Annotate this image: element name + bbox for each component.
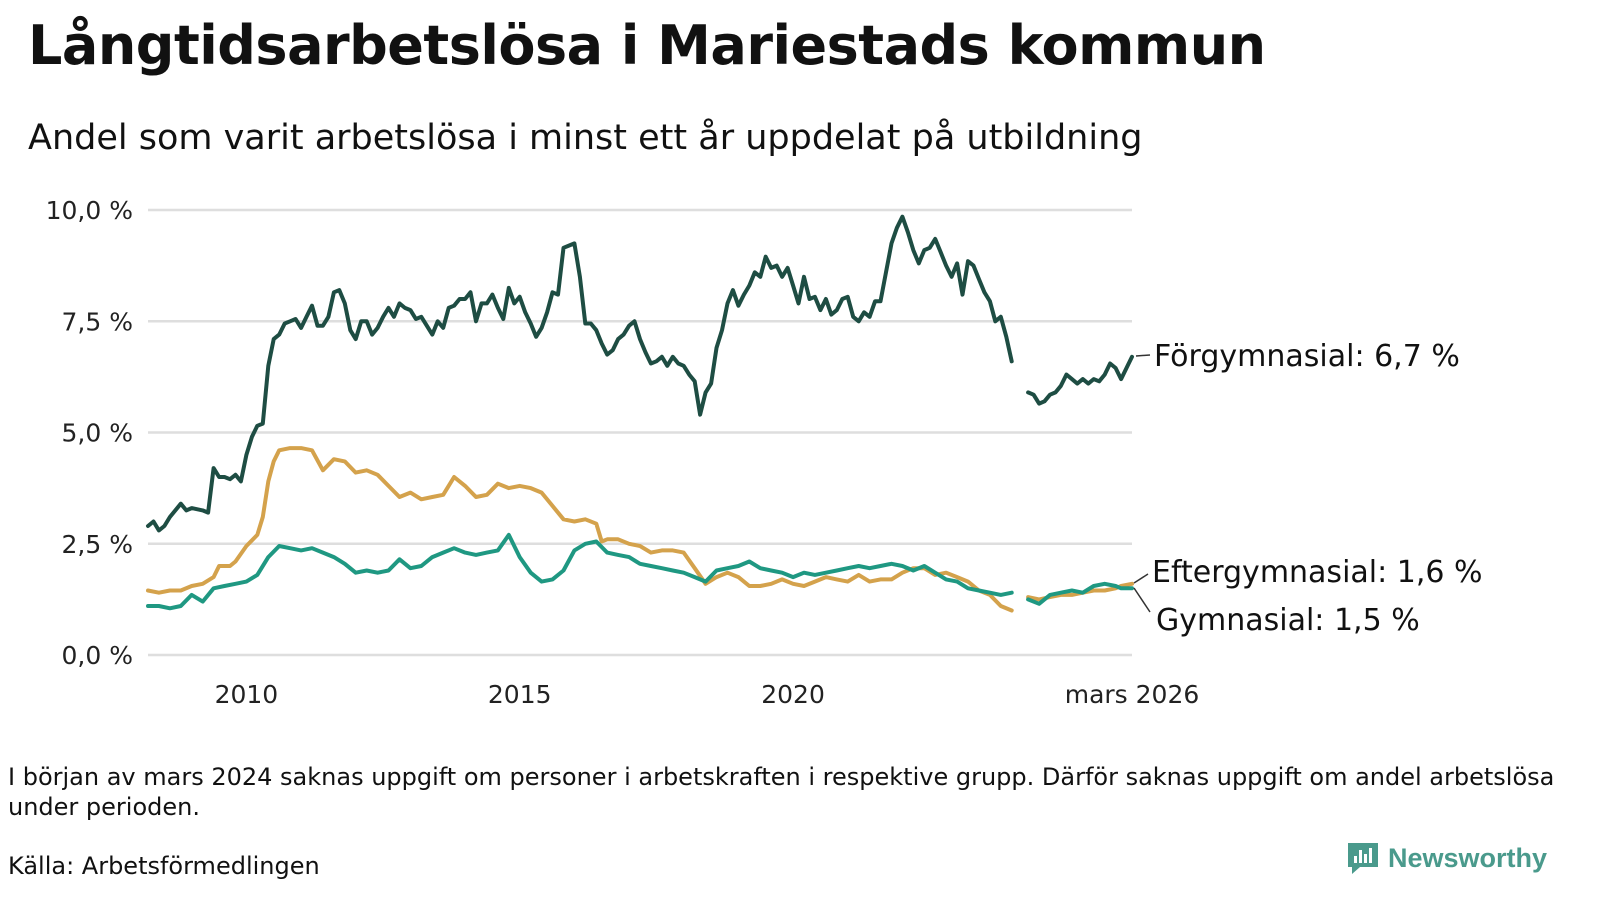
x-axis-ticks: 2010 2015 2020 mars 2026: [215, 680, 1200, 709]
series-end-labels: Förgymnasial: 6,7 % Eftergymnasial: 1,6 %…: [1133, 339, 1483, 638]
y-tick-label: 0,0 %: [62, 641, 133, 670]
x-tick-label: 2010: [215, 680, 279, 709]
series-label-förgymnasial: Förgymnasial: 6,7 %: [1154, 339, 1460, 374]
series-lines: [146, 214, 1134, 613]
series-line-eftergymnasial-0: [146, 446, 1014, 613]
brand-logo: Newsworthy: [1346, 840, 1547, 876]
y-tick-label: 2,5 %: [62, 530, 133, 559]
y-tick-label: 5,0 %: [62, 419, 133, 448]
series-line-gymnasial-1: [1026, 581, 1134, 606]
y-tick-label: 10,0 %: [46, 196, 133, 225]
source-text: Källa: Arbetsförmedlingen: [8, 852, 320, 880]
y-tick-label: 7,5 %: [62, 307, 133, 336]
x-tick-label: 2020: [761, 680, 825, 709]
series-line-förgymnasial-0: [146, 214, 1014, 533]
chart-subtitle: Andel som varit arbetslösa i minst ett å…: [28, 118, 1143, 158]
chart-title: Långtidsarbetslösa i Mariestads kommun: [28, 14, 1266, 77]
series-label-eftergymnasial: Eftergymnasial: 1,6 %: [1152, 555, 1483, 590]
newsworthy-logo-icon: [1348, 843, 1378, 874]
label-leader-eftergymnasial: [1133, 573, 1149, 584]
series-label-gymnasial: Gymnasial: 1,5 %: [1156, 603, 1420, 638]
label-leader-förgymnasial: [1135, 354, 1151, 357]
line-chart: 0,0 % 2,5 % 5,0 % 7,5 % 10,0 % 2010 2015 2020 m…: [46, 196, 1483, 709]
label-leader-gymnasial: [1133, 587, 1151, 613]
footnote: I början av mars 2024 saknas uppgift om …: [8, 763, 1555, 821]
x-tick-label: 2015: [488, 680, 552, 709]
grid-lines: [148, 208, 1132, 657]
y-axis-ticks: 0,0 % 2,5 % 5,0 % 7,5 % 10,0 %: [46, 196, 133, 670]
brand-name: Newsworthy: [1388, 842, 1548, 873]
series-line-gymnasial-0: [146, 532, 1014, 611]
series-line-förgymnasial-1: [1026, 354, 1134, 406]
x-tick-label: mars 2026: [1065, 680, 1200, 709]
